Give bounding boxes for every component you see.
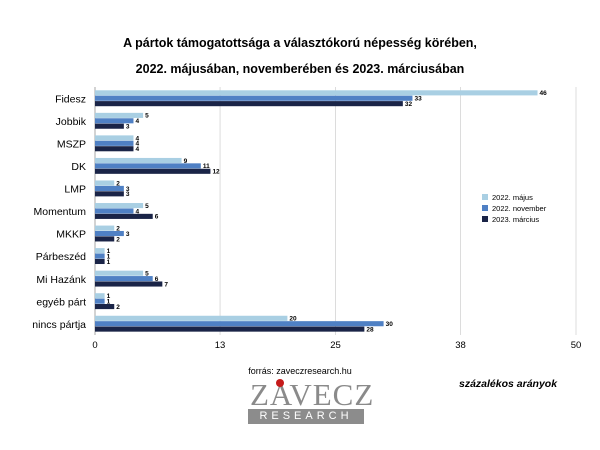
data-label: 28: [366, 326, 374, 333]
data-label: 2: [116, 304, 120, 311]
data-label: 1: [107, 248, 111, 255]
data-label: 33: [414, 96, 422, 103]
data-label: 5: [145, 113, 149, 120]
data-label: 11: [203, 163, 210, 170]
data-label: 3: [126, 124, 130, 131]
data-label: 5: [145, 203, 149, 210]
data-label: 1: [107, 293, 111, 300]
bar: [95, 95, 413, 101]
source-note: forrás: zaveczresearch.hu: [248, 366, 352, 376]
data-label: 2: [116, 180, 120, 187]
data-label: 46: [540, 90, 548, 97]
legend-label: 2022. május: [492, 193, 533, 202]
legend-swatch: [482, 216, 488, 222]
data-label: 6: [155, 276, 159, 283]
category-label: Momentum: [33, 206, 86, 218]
category-label: egyéb párt: [36, 296, 86, 308]
category-label: nincs pártja: [32, 319, 86, 331]
chart-title: A pártok támogatottsága a választókorú n…: [123, 36, 477, 50]
bar: [95, 248, 105, 254]
data-label: 30: [386, 321, 394, 328]
data-label: 1: [107, 299, 111, 306]
bar: [95, 163, 201, 169]
legend-label: 2022. november: [492, 204, 547, 213]
bar: [95, 118, 134, 124]
bar: [95, 208, 134, 214]
category-label: DK: [71, 161, 86, 173]
bar: [95, 253, 105, 259]
data-label: 5: [145, 271, 149, 278]
bar: [95, 168, 211, 174]
bar: [95, 191, 124, 197]
data-label: 6: [155, 214, 159, 221]
legend-swatch: [482, 194, 488, 200]
data-label: 3: [126, 191, 130, 198]
x-tick-label: 38: [455, 340, 466, 351]
bar: [95, 258, 105, 265]
bar: [95, 135, 134, 141]
bar: [95, 298, 105, 304]
category-label: Jobbik: [56, 116, 87, 128]
x-tick-label: 0: [92, 340, 97, 351]
data-label: 3: [126, 231, 130, 238]
bar: [95, 203, 144, 209]
x-tick-label: 50: [571, 340, 582, 351]
bar: [95, 230, 124, 237]
bar: [95, 293, 105, 299]
logo-dot: [276, 379, 284, 387]
data-label: 7: [164, 281, 168, 288]
data-label: 4: [135, 208, 139, 215]
bar: [95, 90, 538, 96]
legend-swatch: [482, 205, 488, 211]
bar: [95, 225, 115, 231]
category-label: MKKP: [56, 229, 86, 241]
category-label: LMP: [64, 184, 86, 196]
bar: [95, 146, 134, 152]
bar: [95, 180, 115, 186]
data-label: 9: [184, 158, 188, 165]
bar: [95, 321, 384, 327]
data-label: 2: [116, 225, 120, 232]
bar: [95, 276, 153, 282]
bar: [95, 185, 124, 191]
logo-name: ZAVECZ: [250, 377, 375, 412]
category-label: Fidesz: [55, 93, 86, 105]
unit-label: százalékos arányok: [459, 378, 558, 390]
x-tick-label: 13: [215, 340, 226, 351]
data-label: 2: [116, 236, 120, 243]
logo-tagline: RESEARCH: [248, 409, 364, 424]
bar: [95, 157, 182, 164]
bar: [95, 270, 144, 276]
bar: [95, 281, 163, 287]
chart-subtitle: 2022. májusában, novemberében és 2023. m…: [135, 62, 465, 76]
data-label: 32: [405, 101, 413, 108]
bar: [95, 326, 365, 332]
data-label: 4: [135, 146, 139, 153]
category-label: Párbeszéd: [36, 251, 86, 263]
zavecz-research-logo: ZAVECZ RESEARCH: [218, 377, 373, 428]
bar: [95, 236, 115, 242]
bar: [95, 123, 124, 129]
bar: [95, 140, 134, 146]
data-label: 1: [107, 253, 111, 260]
data-label: 12: [212, 169, 220, 176]
data-label: 4: [135, 118, 139, 125]
data-label: 1: [107, 259, 111, 266]
bar: [95, 315, 288, 321]
bar: [95, 213, 153, 219]
x-tick-label: 25: [330, 340, 341, 351]
data-label: 4: [135, 141, 139, 148]
data-label: 3: [126, 186, 130, 193]
bar: [95, 101, 403, 107]
bar: [95, 112, 144, 118]
bar: [95, 304, 115, 310]
data-label: 4: [135, 135, 139, 142]
legend-label: 2023. március: [492, 215, 539, 224]
category-label: Mi Hazánk: [36, 274, 86, 286]
category-label: MSZP: [57, 138, 86, 150]
data-label: 20: [289, 316, 297, 323]
